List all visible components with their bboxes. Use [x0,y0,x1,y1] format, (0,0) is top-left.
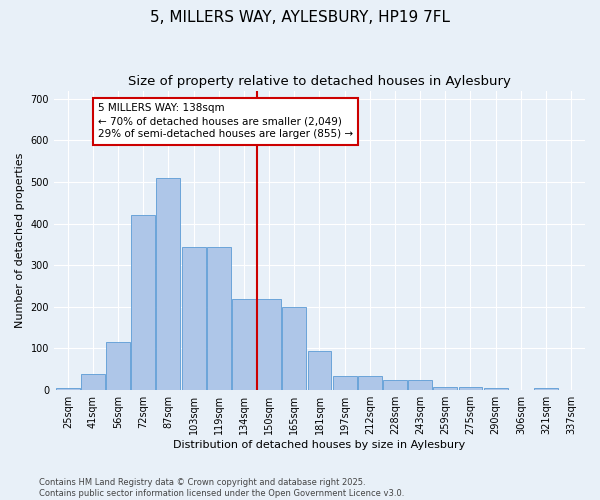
Title: Size of property relative to detached houses in Aylesbury: Size of property relative to detached ho… [128,75,511,88]
Bar [332,376,356,390]
Bar [182,246,206,390]
X-axis label: Distribution of detached houses by size in Aylesbury: Distribution of detached houses by size … [173,440,466,450]
Bar [283,307,306,390]
Text: 5, MILLERS WAY, AYLESBURY, HP19 7FL: 5, MILLERS WAY, AYLESBURY, HP19 7FL [150,10,450,25]
Bar [484,388,508,390]
Bar [106,342,130,390]
Bar [207,246,231,390]
Y-axis label: Number of detached properties: Number of detached properties [15,152,25,328]
Bar [232,298,256,390]
Bar [534,388,558,390]
Bar [81,374,105,390]
Bar [433,387,457,390]
Bar [257,298,281,390]
Bar [56,388,80,390]
Bar [131,216,155,390]
Text: Contains HM Land Registry data © Crown copyright and database right 2025.
Contai: Contains HM Land Registry data © Crown c… [39,478,404,498]
Bar [383,380,407,390]
Text: 5 MILLERS WAY: 138sqm
← 70% of detached houses are smaller (2,049)
29% of semi-d: 5 MILLERS WAY: 138sqm ← 70% of detached … [98,103,353,140]
Bar [308,352,331,390]
Bar [458,387,482,390]
Bar [408,380,432,390]
Bar [358,376,382,390]
Bar [157,178,181,390]
